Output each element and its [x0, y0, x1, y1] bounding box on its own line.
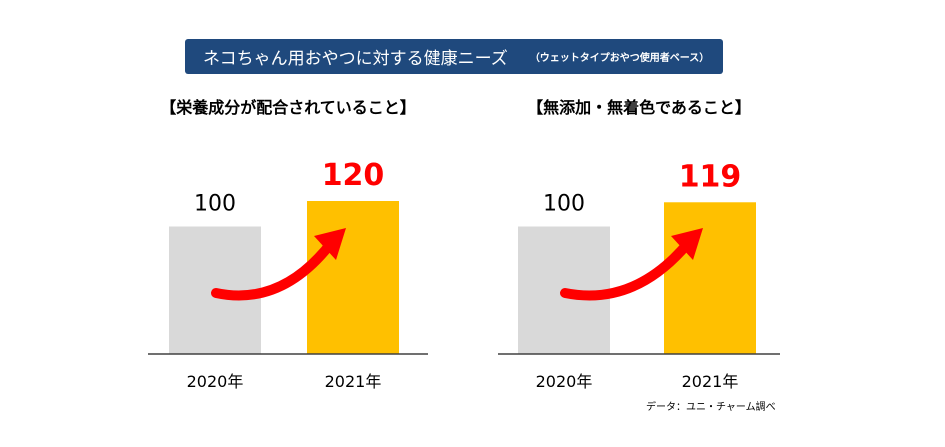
title-banner: ネコちゃん用おやつに対する健康ニーズ （ウェットタイプおやつ使用者ベース） — [185, 39, 723, 74]
increase-arrow-head — [671, 228, 703, 260]
panel-title: 【無添加・無着色であること】 — [527, 98, 751, 117]
tick-label: 2020年 — [536, 372, 593, 391]
chart-title-note: （ウェットタイプおやつ使用者ベース） — [529, 53, 710, 64]
bar — [307, 201, 399, 354]
data-label: 119 — [679, 159, 742, 194]
increase-arrow-shaft — [211, 237, 337, 301]
data-label: 100 — [194, 192, 236, 217]
data-label: 100 — [543, 192, 585, 217]
tick-label: 2021年 — [682, 372, 739, 391]
bar — [664, 202, 756, 354]
increase-arrow-head — [314, 228, 346, 260]
tick-label: 2021年 — [325, 372, 382, 391]
chart-title: ネコちゃん用おやつに対する健康ニーズ — [203, 49, 508, 69]
source-note: データ：ユニ・チャーム調べ — [646, 402, 776, 413]
data-label: 120 — [322, 158, 385, 193]
increase-arrow-shaft — [560, 237, 694, 301]
panel-title: 【栄養成分が配合されていること】 — [160, 98, 416, 117]
tick-label: 2020年 — [187, 372, 244, 391]
